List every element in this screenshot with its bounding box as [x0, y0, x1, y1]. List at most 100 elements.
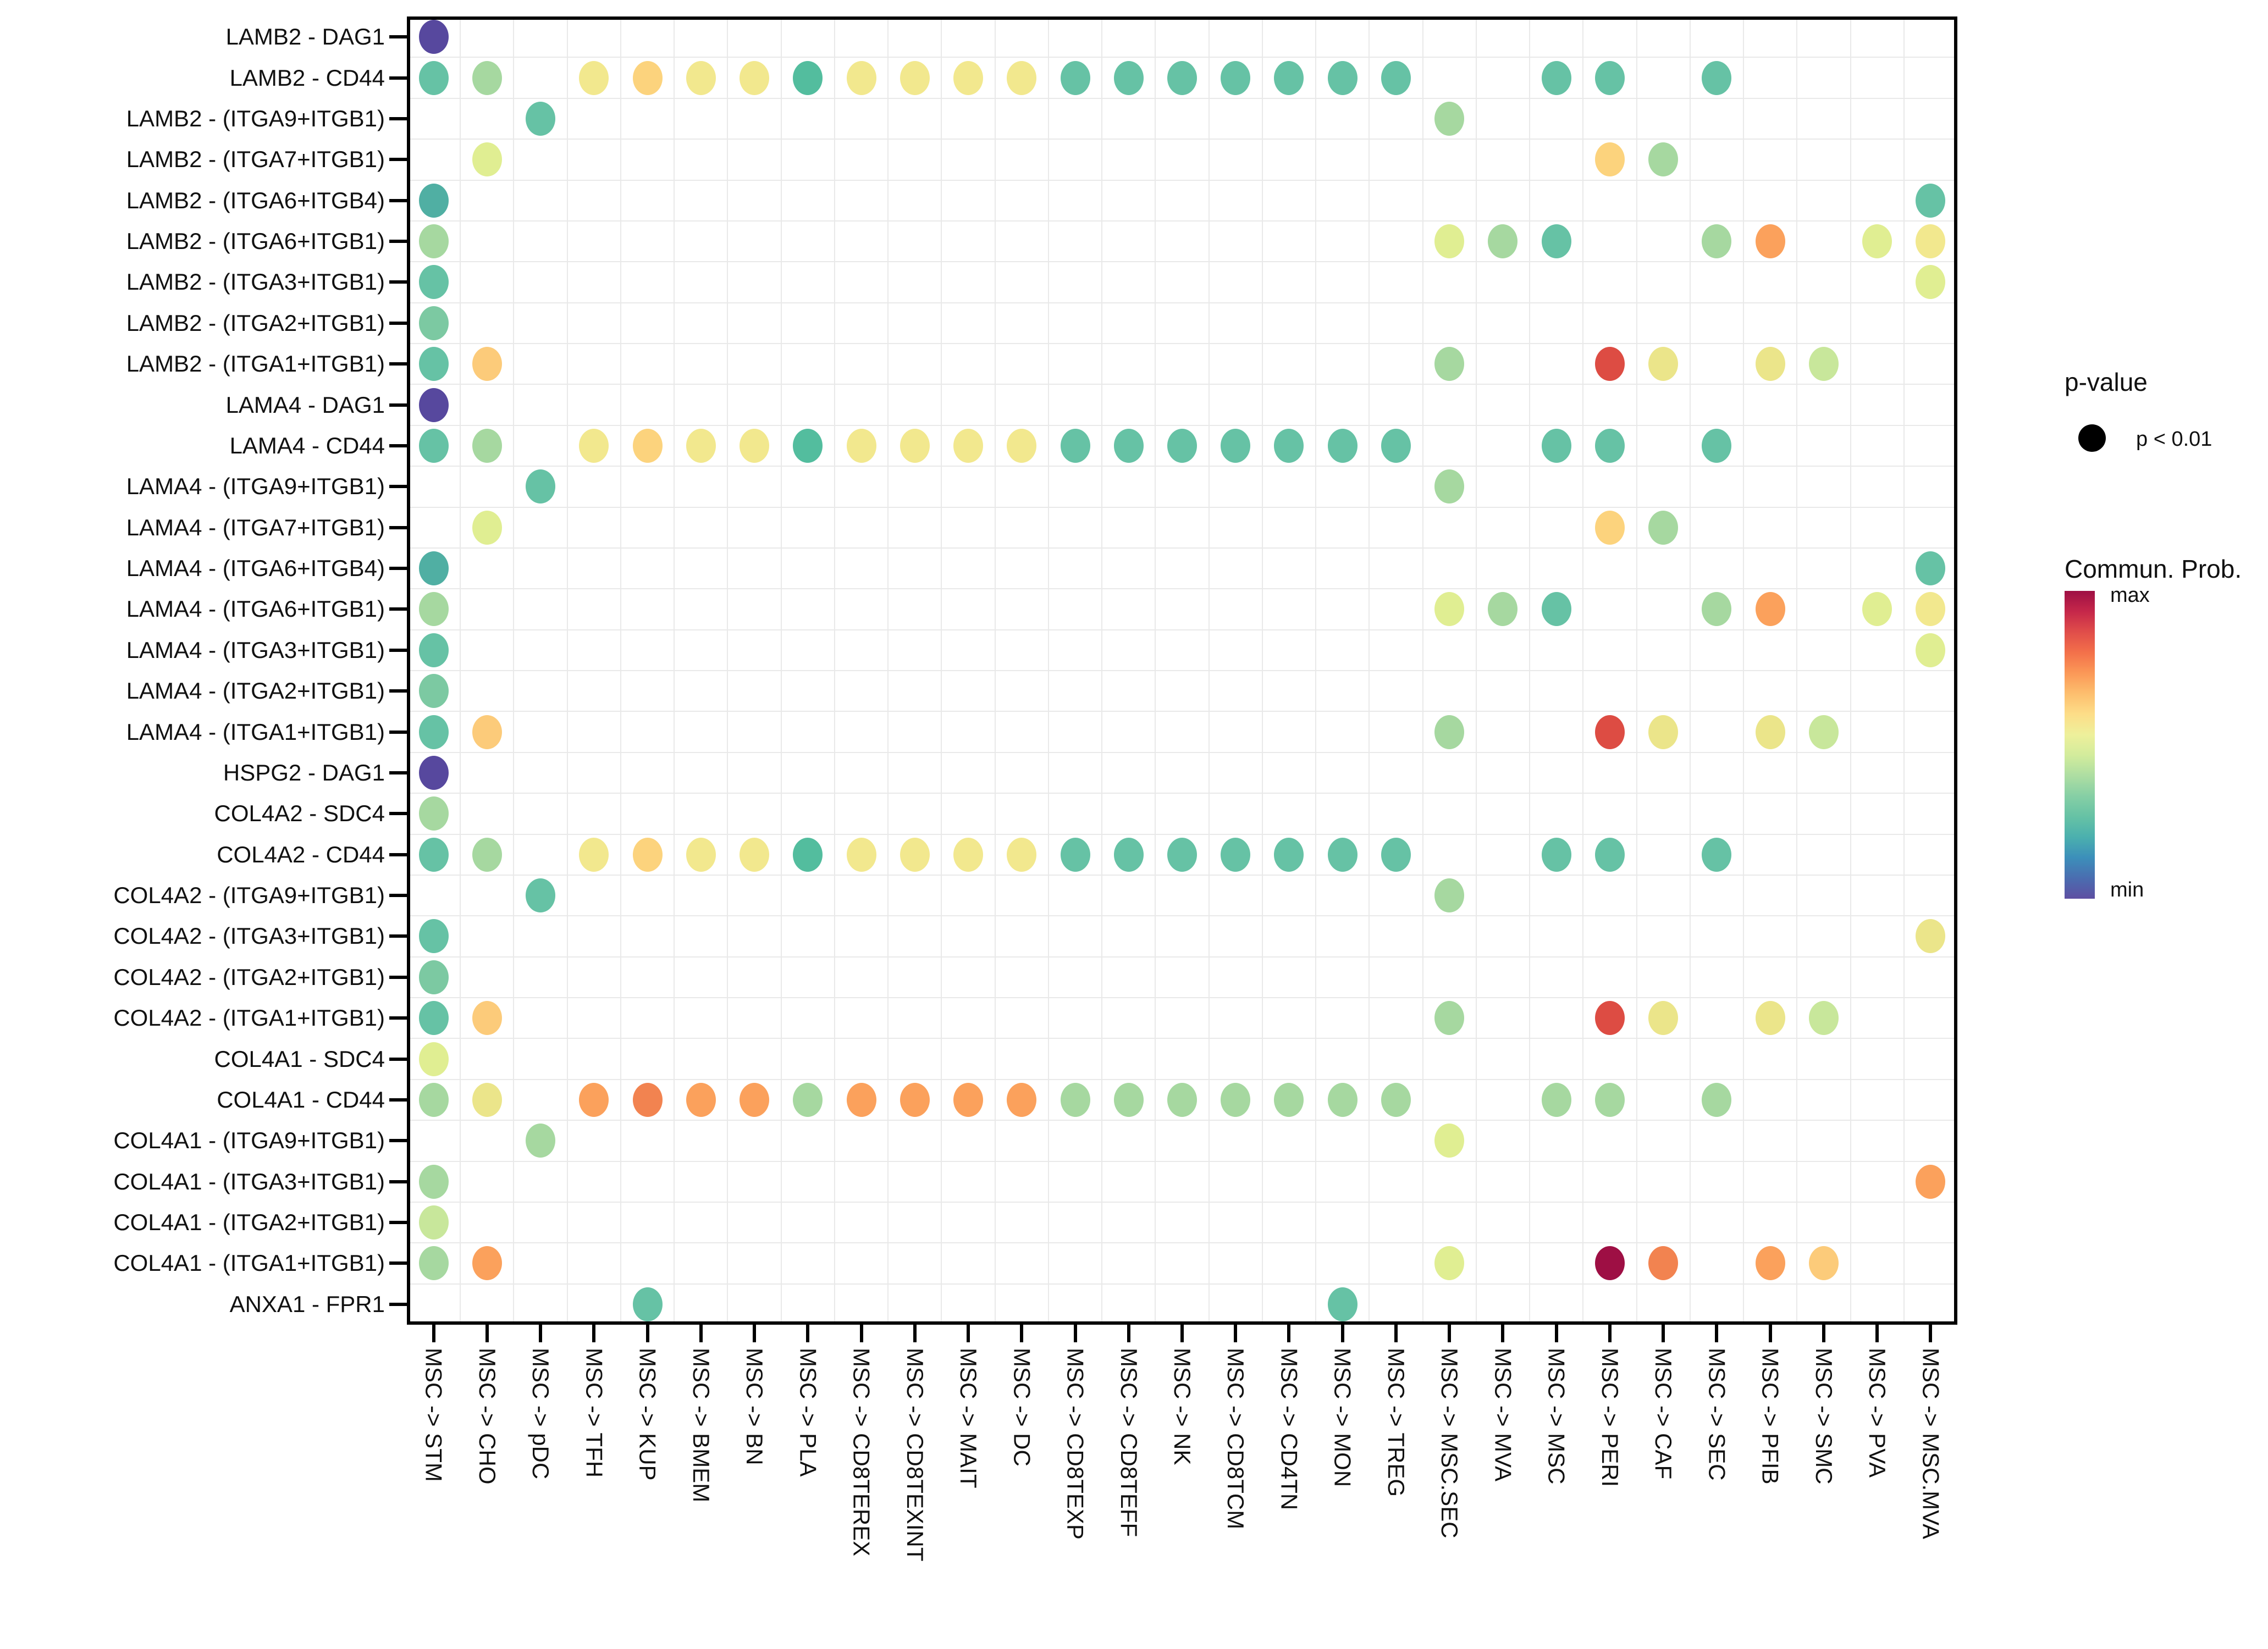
x-axis-tick [1875, 1325, 1879, 1342]
y-axis-label: COL4A1 - (ITGA1+ITGB1) [113, 1250, 385, 1276]
data-point [526, 101, 556, 136]
x-axis-tick [1234, 1325, 1238, 1342]
pvalue-legend-title: p-value [2065, 368, 2148, 396]
y-axis-label: LAMB2 - (ITGA6+ITGB4) [126, 187, 385, 213]
x-axis-label: MSC -> CD8TEFF [1116, 1348, 1142, 1537]
data-point [953, 1082, 984, 1117]
data-point [418, 265, 449, 300]
data-point [686, 1082, 716, 1117]
data-point [793, 428, 823, 463]
data-point [1755, 1246, 1785, 1281]
data-point [1702, 428, 1732, 463]
x-axis-tick [592, 1325, 596, 1342]
data-point [526, 469, 556, 504]
gridline-horizontal [407, 302, 1957, 303]
y-axis-label: LAMA4 - (ITGA1+ITGB1) [126, 718, 385, 745]
data-point [418, 633, 449, 667]
data-point [472, 1082, 502, 1117]
data-point [1541, 60, 1571, 95]
data-point [1167, 60, 1197, 95]
y-axis-label: LAMA4 - (ITGA9+ITGB1) [126, 473, 385, 500]
x-axis-label: MSC -> SEC [1704, 1348, 1730, 1481]
y-axis-tick [389, 117, 407, 120]
data-point [953, 428, 984, 463]
data-point [418, 1205, 449, 1240]
data-point [418, 20, 449, 54]
x-axis-tick [1822, 1325, 1825, 1342]
data-point [1007, 1082, 1037, 1117]
y-axis-label: HSPG2 - DAG1 [223, 759, 385, 785]
colorbar-title: Commun. Prob. [2065, 555, 2242, 583]
y-axis-tick [389, 362, 407, 366]
data-point [418, 428, 449, 463]
y-axis-label: LAMA4 - CD44 [229, 432, 385, 458]
y-axis-label: COL4A1 - CD44 [217, 1086, 385, 1113]
data-point [1594, 1082, 1625, 1117]
x-axis-tick [1554, 1325, 1558, 1342]
x-axis-label: MSC -> SMC [1811, 1348, 1837, 1485]
data-point [953, 837, 984, 872]
x-axis-label: MSC -> NK [1169, 1348, 1195, 1465]
data-point [418, 347, 449, 381]
data-point [418, 592, 449, 627]
data-point [1702, 60, 1732, 95]
y-axis-tick [389, 853, 407, 856]
data-point [1060, 428, 1090, 463]
x-axis-label: MSC -> TREG [1383, 1348, 1409, 1497]
y-axis-tick [389, 1221, 407, 1225]
data-point [1167, 428, 1197, 463]
y-axis-label: LAMB2 - (ITGA7+ITGB1) [126, 146, 385, 173]
data-point [1434, 715, 1465, 749]
data-point [1702, 592, 1732, 627]
data-point [1594, 1246, 1625, 1281]
data-point [1541, 224, 1571, 259]
data-point [1916, 592, 1946, 627]
data-point [1594, 142, 1625, 177]
x-axis-tick [1073, 1325, 1077, 1342]
x-axis-tick [699, 1325, 703, 1342]
data-point [1808, 715, 1839, 749]
gridline-horizontal [407, 997, 1957, 998]
y-axis-tick [389, 280, 407, 284]
x-axis-label: MSC -> pDC [528, 1348, 554, 1480]
plot-panel [407, 16, 1957, 1325]
data-point [1007, 60, 1037, 95]
data-point [1113, 837, 1144, 872]
data-point [793, 1082, 823, 1117]
y-axis-tick [389, 648, 407, 652]
y-axis-label: LAMB2 - (ITGA3+ITGB1) [126, 269, 385, 295]
x-axis-tick [1287, 1325, 1291, 1342]
data-point [1434, 1001, 1465, 1036]
gridline-horizontal [407, 384, 1957, 385]
data-point [579, 1082, 609, 1117]
data-point [1648, 715, 1679, 749]
data-point [1327, 60, 1358, 95]
y-axis-label: LAMA4 - DAG1 [225, 391, 385, 418]
data-point [1221, 837, 1251, 872]
y-axis-label: LAMA4 - (ITGA7+ITGB1) [126, 514, 385, 540]
data-point [1702, 224, 1732, 259]
data-point [900, 60, 930, 95]
data-point [472, 837, 502, 872]
data-point [418, 1001, 449, 1036]
data-point [632, 1082, 663, 1117]
data-point [1648, 1246, 1679, 1281]
x-axis-tick [859, 1325, 863, 1342]
data-point [1594, 60, 1625, 95]
data-point [418, 755, 449, 790]
data-point [1808, 347, 1839, 381]
data-point [418, 388, 449, 422]
x-axis-tick [1929, 1325, 1933, 1342]
x-axis-label: MSC -> CD4TN [1276, 1348, 1303, 1510]
data-point [1541, 1082, 1571, 1117]
gridline-horizontal [407, 1120, 1957, 1121]
y-axis-tick [389, 1098, 407, 1102]
gridline-horizontal [407, 670, 1957, 671]
data-point [472, 142, 502, 177]
y-axis-tick [389, 158, 407, 162]
data-point [1862, 592, 1892, 627]
x-axis-label: MSC -> CHO [474, 1348, 500, 1485]
y-axis-label: COL4A1 - (ITGA2+ITGB1) [113, 1209, 385, 1236]
x-axis-tick [645, 1325, 649, 1342]
y-axis-label: COL4A2 - CD44 [217, 841, 385, 867]
